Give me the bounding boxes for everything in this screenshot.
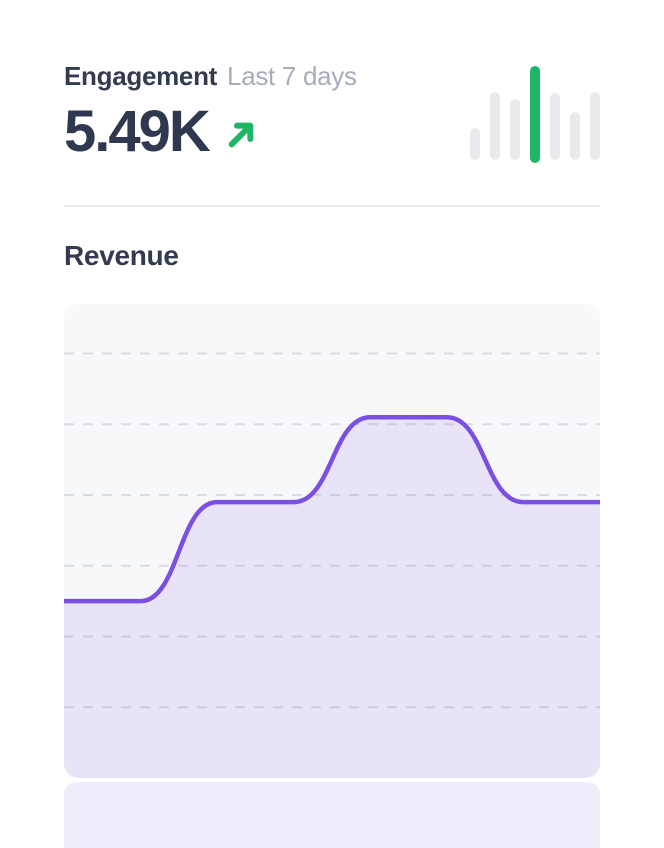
kpi-header: Engagement Last 7 days [64, 60, 357, 92]
revenue-chart-svg [64, 352, 600, 778]
revenue-section-title: Revenue [64, 240, 179, 271]
sparkline-bar [490, 92, 500, 160]
sparkline-bar [510, 99, 520, 160]
section-divider [64, 205, 600, 207]
next-card-partial [64, 782, 600, 848]
revenue-area-fill [64, 417, 600, 778]
arrow-up-right-icon [225, 119, 257, 151]
kpi-value-row: 5.49K [64, 102, 257, 162]
sparkline-bar [570, 112, 580, 160]
sparkline-bar [550, 93, 560, 160]
kpi-period-label: Last 7 days [227, 61, 357, 91]
engagement-sparkline [470, 66, 600, 163]
revenue-line [64, 414, 600, 604]
kpi-value: 5.49K [64, 99, 211, 164]
kpi-title: Engagement [64, 61, 218, 91]
sparkline-bar-highlighted [530, 66, 540, 163]
revenue-area-chart [64, 304, 600, 778]
sparkline-bar [470, 128, 480, 160]
sparkline-bar [590, 92, 600, 160]
